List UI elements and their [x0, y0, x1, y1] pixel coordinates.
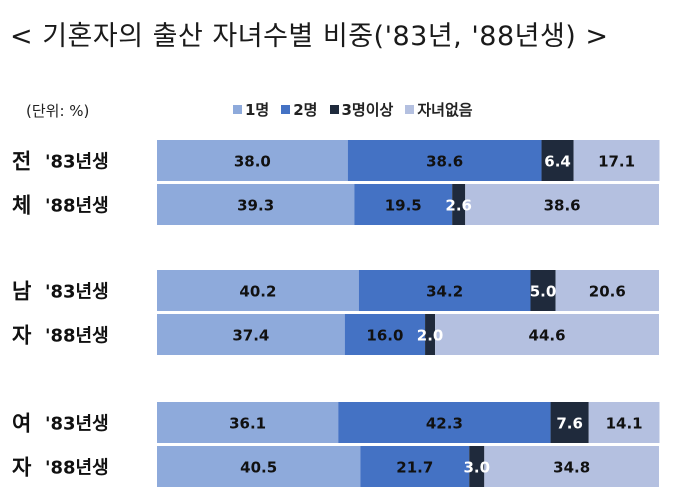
legend-item-2: 2명: [281, 99, 318, 120]
bar-female-83-one-child: [157, 402, 339, 443]
value-label-female-83-one-child: 36.1: [229, 415, 266, 433]
bar-total-83-one-child: [157, 140, 348, 181]
group-label-male-bottom: 자: [12, 324, 32, 348]
row-label-male-88: '88년생: [45, 326, 109, 347]
bar-male-83-one-child: [157, 270, 359, 311]
bar-male-83-no-children: [555, 270, 659, 311]
legend-label-1: 1명: [245, 101, 270, 119]
group-label-total-bottom: 체: [12, 194, 31, 218]
value-label-total-83-no-children: 17.1: [598, 153, 635, 171]
bar-female-88-one-child: [157, 446, 361, 487]
value-label-female-88-no-children: 34.8: [553, 459, 590, 477]
bar-female-83-two-children: [338, 402, 551, 443]
bar-total-83-three-plus: [541, 140, 574, 181]
unit-label: (단위: %): [26, 102, 90, 120]
value-label-female-83-no-children: 14.1: [606, 415, 643, 433]
value-label-male-83-three-plus: 5.0: [530, 283, 557, 301]
row-label-male-83: '83년생: [45, 282, 109, 303]
row-label-total-88: '88년생: [45, 196, 109, 217]
row-label-female-83: '83년생: [45, 414, 109, 435]
value-label-male-83-two-children: 34.2: [426, 283, 463, 301]
legend-swatch-2: [281, 105, 291, 114]
bar-male-88-no-children: [435, 314, 659, 355]
bar-total-83-two-children: [347, 140, 542, 181]
bar-male-83-three-plus: [530, 270, 556, 311]
chart-title: < 기혼자의 출산 자녀수별 비중('83년, '88년생) >: [10, 21, 609, 52]
bar-female-88-no-children: [484, 446, 659, 487]
legend: 1명 2명 3명이상 자녀없음: [233, 99, 485, 120]
legend-label-none: 자녀없음: [417, 101, 473, 119]
value-label-total-83-three-plus: 6.4: [544, 153, 571, 171]
value-label-male-88-three-plus: 2.0: [417, 327, 444, 345]
value-label-male-88-one-child: 37.4: [232, 327, 269, 345]
group-label-female-top: 여: [12, 412, 31, 436]
value-label-male-83-no-children: 20.6: [589, 283, 626, 301]
value-label-male-88-two-children: 16.0: [366, 327, 403, 345]
bar-total-88-one-child: [157, 184, 355, 225]
bar-total-88-three-plus: [452, 184, 466, 225]
value-label-total-88-two-children: 19.5: [385, 197, 422, 215]
value-label-male-83-one-child: 40.2: [239, 283, 276, 301]
value-label-male-88-no-children: 44.6: [529, 327, 566, 345]
bar-total-88-two-children: [354, 184, 453, 225]
bar-female-88-three-plus: [469, 446, 485, 487]
legend-swatch-1: [233, 105, 242, 114]
legend-item-none: 자녀없음: [405, 99, 473, 120]
legend-label-2: 2명: [293, 101, 318, 119]
value-label-total-83-one-child: 38.0: [234, 153, 271, 171]
group-label-male-top: 남: [12, 280, 31, 304]
value-label-female-83-two-children: 42.3: [426, 415, 463, 433]
row-label-total-83: '83년생: [45, 152, 109, 173]
legend-label-3plus: 3명이상: [341, 101, 394, 119]
bar-female-83-three-plus: [550, 402, 589, 443]
value-label-total-83-two-children: 38.6: [426, 153, 463, 171]
legend-item-1: 1명: [233, 99, 269, 120]
value-label-female-88-three-plus: 3.0: [463, 459, 490, 477]
value-label-total-88-one-child: 39.3: [237, 197, 274, 215]
value-label-female-88-one-child: 40.5: [240, 459, 277, 477]
group-label-female-bottom: 자: [12, 456, 32, 480]
bar-female-88-two-children: [360, 446, 470, 487]
value-label-total-88-three-plus: 2.6: [445, 197, 472, 215]
bar-male-83-two-children: [358, 270, 531, 311]
bar-male-88-two-children: [344, 314, 426, 355]
value-label-female-88-two-children: 21.7: [396, 459, 433, 477]
bar-male-88-three-plus: [425, 314, 436, 355]
group-label-total-top: 전: [12, 150, 31, 174]
row-label-female-88: '88년생: [45, 458, 109, 479]
value-label-total-88-no-children: 38.6: [544, 197, 581, 215]
bar-male-88-one-child: [157, 314, 345, 355]
legend-swatch-3plus: [329, 105, 339, 114]
value-label-female-83-three-plus: 7.6: [556, 415, 583, 433]
bar-total-83-no-children: [573, 140, 660, 181]
bar-female-83-no-children: [588, 402, 660, 443]
legend-item-3plus: 3명이상: [329, 99, 394, 120]
bar-total-88-no-children: [465, 184, 659, 225]
legend-swatch-none: [405, 105, 415, 114]
